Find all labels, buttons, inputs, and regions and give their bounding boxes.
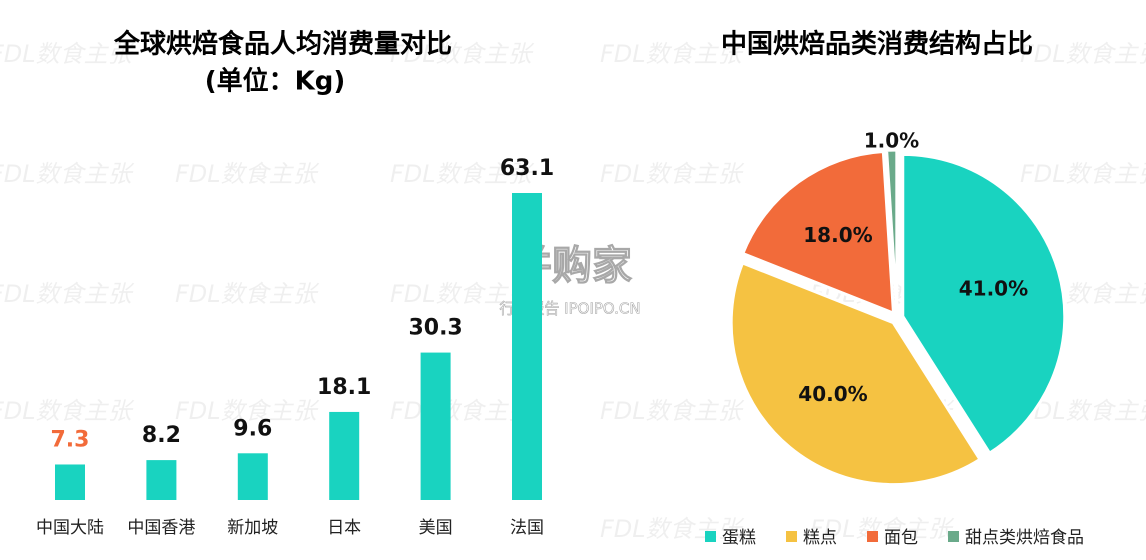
x-tick-label: 美国 bbox=[419, 518, 453, 538]
value-label: 41.0% bbox=[959, 276, 1028, 300]
bar bbox=[237, 453, 268, 500]
watermark: FDL数食主张 bbox=[390, 397, 535, 425]
chart-title: 全球烘焙食品人均消费量对比 bbox=[113, 29, 452, 60]
legend-label: 糕点 bbox=[803, 528, 837, 548]
x-tick-label: 中国大陆 bbox=[36, 518, 104, 538]
bar bbox=[55, 464, 85, 500]
watermark: FDL数食主张 bbox=[175, 280, 320, 308]
legend-swatch bbox=[867, 531, 878, 542]
value-label: 30.3 bbox=[408, 316, 462, 341]
pie-slice bbox=[901, 152, 1067, 456]
chart-title: 中国烘焙品类消费结构占比 bbox=[721, 29, 1033, 60]
pie-slice bbox=[885, 148, 899, 313]
bar bbox=[512, 193, 542, 500]
legend-label: 甜点类烘焙食品 bbox=[965, 528, 1084, 548]
value-label: 7.3 bbox=[51, 427, 90, 452]
legend-label: 蛋糕 bbox=[722, 528, 756, 548]
pie-slice bbox=[740, 149, 896, 316]
legend-swatch bbox=[705, 531, 716, 542]
bar bbox=[329, 411, 360, 500]
value-label: 63.1 bbox=[500, 156, 554, 181]
legend-label: 面包 bbox=[884, 528, 918, 548]
value-label: 18.1 bbox=[317, 375, 371, 400]
x-tick-label: 中国香港 bbox=[127, 518, 195, 538]
bar bbox=[146, 460, 177, 500]
watermark: FDL数食主张 bbox=[390, 40, 535, 68]
watermark: FDL数食主张 bbox=[0, 40, 135, 68]
watermark: FDL数食主张 bbox=[0, 160, 135, 188]
value-label: 8.2 bbox=[142, 423, 181, 448]
watermark: FDL数食主张 bbox=[175, 160, 320, 188]
value-label: 40.0% bbox=[798, 382, 867, 406]
watermark: FDL数食主张 bbox=[0, 280, 135, 308]
watermark: FDL数食主张 bbox=[175, 397, 320, 425]
x-tick-label: 法国 bbox=[510, 518, 544, 538]
watermark: FDL数食主张 bbox=[1020, 40, 1146, 68]
watermark: FDL数食主张 bbox=[390, 280, 535, 308]
watermark: FDL数食主张 bbox=[600, 40, 745, 68]
watermark: FDL数食主张 bbox=[600, 515, 745, 543]
x-tick-label: 新加坡 bbox=[227, 518, 278, 538]
bar bbox=[420, 352, 451, 500]
watermark: FDL数食主张 bbox=[0, 397, 135, 425]
legend-swatch bbox=[948, 531, 959, 542]
pie-slice bbox=[729, 261, 983, 487]
watermark: FDL数食主张 bbox=[600, 397, 745, 425]
watermark: FDL数食主张 bbox=[810, 515, 955, 543]
legend-swatch bbox=[786, 531, 797, 542]
watermark: FDL数食主张 bbox=[390, 160, 535, 188]
value-label: 1.0% bbox=[864, 129, 919, 153]
value-label: 9.6 bbox=[233, 416, 272, 441]
chart-subtitle: (单位：Kg) bbox=[205, 66, 346, 97]
value-label: 18.0% bbox=[803, 223, 872, 247]
watermark: FDL数食主张 bbox=[1020, 160, 1146, 188]
x-tick-label: 日本 bbox=[327, 518, 361, 538]
watermark: FDL数食主张 bbox=[600, 160, 745, 188]
